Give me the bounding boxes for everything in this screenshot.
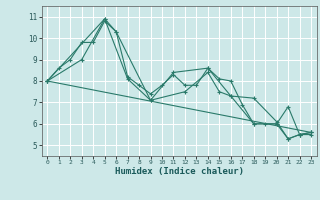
X-axis label: Humidex (Indice chaleur): Humidex (Indice chaleur) bbox=[115, 167, 244, 176]
